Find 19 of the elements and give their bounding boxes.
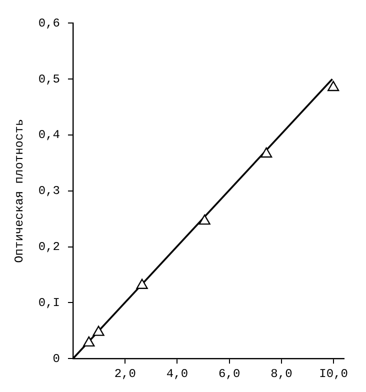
y-tick-label: 0,6 [38, 16, 60, 30]
x-tick-label: I0,0 [319, 366, 348, 381]
y-tick-label: 0,4 [38, 128, 60, 142]
point [260, 147, 272, 158]
x-tick-label: 4,0 [166, 366, 188, 381]
point [198, 214, 210, 225]
point [83, 336, 95, 347]
y-tick-label: 0,2 [38, 240, 60, 254]
x-tick-label: 8,0 [270, 366, 292, 381]
point [136, 278, 148, 289]
y-tick-label: 0,5 [38, 72, 60, 86]
y-tick-label: 0,3 [38, 184, 60, 198]
x-tick-label: 6,0 [218, 366, 240, 381]
point [328, 80, 340, 92]
point [92, 326, 104, 336]
y-tick-label: 0,I [38, 296, 60, 310]
y-tick-label: 0 [52, 352, 60, 366]
y-axis-title: Оптическая плотность [12, 118, 26, 263]
x-tick-label: 2,0 [114, 366, 136, 381]
